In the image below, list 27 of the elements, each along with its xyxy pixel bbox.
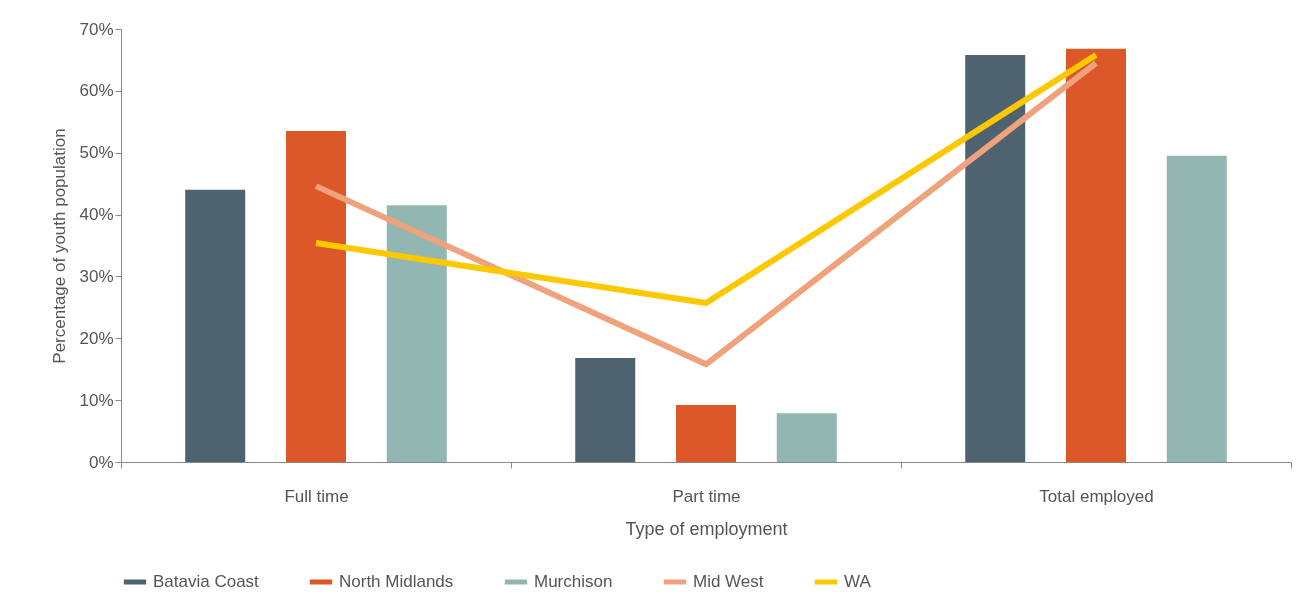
y-tick-label: 0% xyxy=(88,452,114,472)
y-tick-label: 50% xyxy=(79,143,114,163)
x-tick-label: Full time xyxy=(284,486,349,506)
y-tick-label: 20% xyxy=(79,328,114,348)
y-tick-label: 40% xyxy=(79,205,114,225)
y-tick-label: 70% xyxy=(79,19,114,39)
bar xyxy=(185,189,246,462)
x-axis-title: Type of employment xyxy=(625,518,788,539)
bar xyxy=(286,131,346,462)
y-tick-label: 30% xyxy=(79,266,114,286)
y-axis-title: Percentage of youth population xyxy=(50,128,70,364)
legend-label: Batavia Coast xyxy=(153,572,260,591)
x-tick-label: Part time xyxy=(672,486,741,506)
legend-label: North Midlands xyxy=(339,572,454,591)
y-tick-label: 10% xyxy=(79,390,114,410)
legend-label: Murchison xyxy=(534,572,613,591)
bar xyxy=(676,405,736,462)
bar xyxy=(965,54,1026,462)
bar xyxy=(386,205,447,462)
legend-label: WA xyxy=(844,572,872,591)
bar xyxy=(1066,48,1126,462)
bar xyxy=(1166,155,1227,462)
bar xyxy=(776,413,837,462)
y-tick-label: 60% xyxy=(79,81,114,101)
x-tick-label: Total employed xyxy=(1039,486,1154,506)
bar xyxy=(575,358,636,462)
legend-label: Mid West xyxy=(693,572,764,591)
